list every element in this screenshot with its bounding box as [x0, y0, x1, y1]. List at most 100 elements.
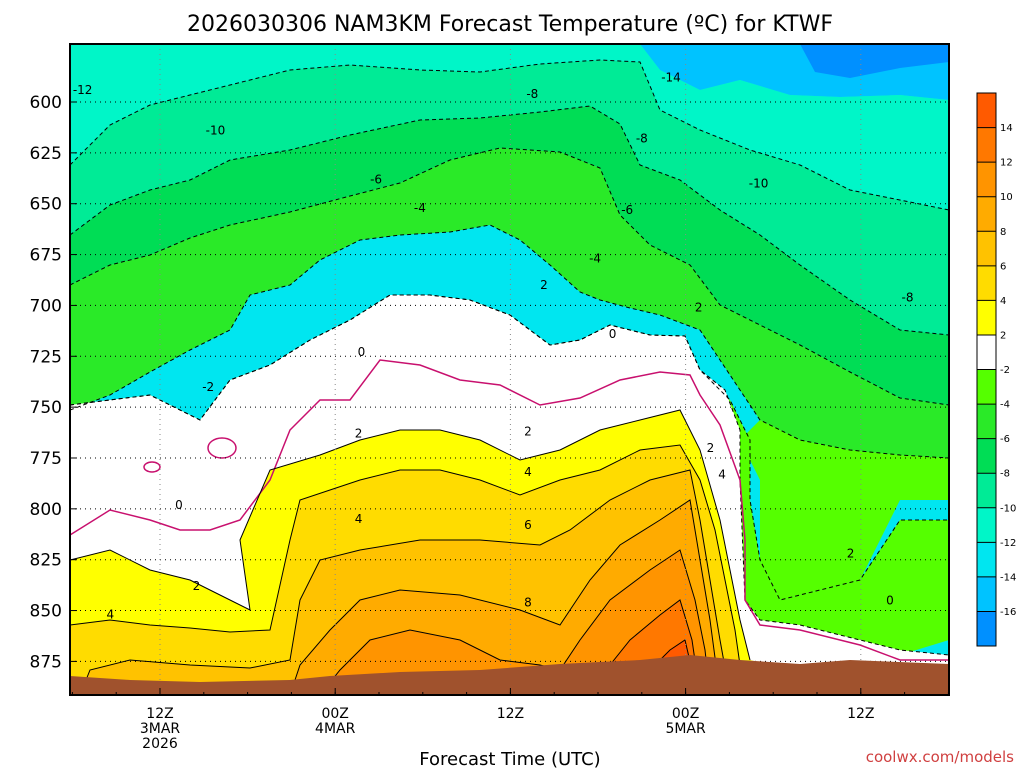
isotherm-plus4: [70, 444, 741, 666]
colorbar-tick-label: 10: [1000, 192, 1013, 203]
contour-label: 4: [718, 467, 726, 481]
contour-label: -6: [370, 172, 382, 186]
x-tick-label: 12Z: [497, 706, 524, 722]
colorbar-swatch: [977, 576, 996, 612]
contour-label: -8: [636, 132, 648, 146]
y-tick-label: 750: [30, 398, 62, 418]
colorbar-swatch: [977, 404, 996, 440]
colorbar-tick-label: -8: [1000, 469, 1010, 480]
contour-label: -10: [206, 123, 226, 137]
y-tick-label: 675: [30, 246, 62, 266]
colorbar-tick-label: -14: [1000, 572, 1016, 583]
contour-label: 2: [193, 579, 201, 593]
band-plus10: [320, 550, 710, 695]
band-minus8: [70, 106, 949, 405]
contour-label: -10: [749, 176, 769, 190]
contour-label: 0: [886, 593, 894, 607]
x-tick-label: 5MAR: [665, 721, 706, 737]
colorbar-tick-label: -2: [1000, 365, 1010, 376]
colorbar-swatch: [977, 127, 996, 163]
colorbar-swatch: [977, 473, 996, 509]
isotherm-zero: [70, 359, 949, 661]
colorbar-tick-label: 4: [1000, 296, 1006, 307]
colorbar-swatch: [977, 438, 996, 474]
isotherm-zero-cell: [143, 461, 161, 473]
x-tick-label: 2026: [142, 736, 178, 752]
colorbar-swatch: [977, 334, 996, 370]
contour-label: 4: [107, 608, 115, 622]
plot-frame: [69, 43, 950, 696]
colorbar-swatch: [977, 507, 996, 543]
colorbar-swatch: [977, 196, 996, 232]
contour-label: 2: [524, 425, 532, 439]
contour-label: 6: [524, 518, 532, 532]
colorbar-swatch: [977, 162, 996, 198]
contour-label: -8: [902, 290, 914, 304]
isotherm-minus10: [70, 105, 949, 336]
y-tick-label: 650: [30, 195, 62, 215]
colorbar-tick-label: -16: [1000, 607, 1016, 618]
contour-label: 0: [175, 498, 183, 512]
colorbar-tick-label: -10: [1000, 503, 1016, 514]
contour-label: 2: [847, 547, 855, 561]
isotherm-plus6: [79, 469, 731, 695]
colorbar-swatch: [977, 611, 996, 647]
contour-label: -4: [414, 201, 426, 215]
contour-label: 8: [524, 595, 532, 609]
x-axis-label: Forecast Time (UTC): [419, 749, 600, 768]
contour-label: 2: [355, 427, 363, 441]
contour-label: -14: [661, 71, 681, 85]
isotherm-minus12: [70, 59, 949, 211]
band-minus12: [70, 44, 949, 210]
x-tick-label: 3MAR: [140, 721, 181, 737]
band-coldest: [800, 44, 949, 78]
isotherm-minus6: [70, 224, 949, 459]
band-minus10: [70, 60, 949, 335]
y-tick-label: 775: [30, 449, 62, 469]
colorbar-tick-label: 6: [1000, 261, 1006, 272]
contour-label: -6: [621, 203, 633, 217]
colorbar-tick-label: 12: [1000, 158, 1013, 169]
y-tick-label: 800: [30, 500, 62, 520]
colorbar-swatch: [977, 369, 996, 405]
contour-label: 4: [355, 512, 363, 526]
contour-label: -12: [73, 83, 93, 97]
colorbar-tick-label: 14: [1000, 123, 1013, 134]
colorbar-tick-label: -6: [1000, 434, 1010, 445]
colorbar: 14 12 10 8 6 4 2 -2 -4 -6 -8 -10 -12 -14 -16: [976, 92, 1016, 647]
band-minus6: [70, 148, 949, 458]
isotherm-plus2: [70, 409, 751, 661]
x-tick-label: 4MAR: [315, 721, 356, 737]
chart-title: 2026030306 NAM3KM Forecast Temperature (…: [187, 12, 833, 37]
y-tick-label: 625: [30, 144, 62, 164]
contour-label: 2: [540, 278, 548, 292]
colorbar-tick-label: 8: [1000, 227, 1006, 238]
contour-label: 4: [524, 465, 532, 479]
contour-label: 0: [609, 327, 617, 341]
contour-label: -2: [202, 380, 214, 394]
freezing-isotherm: [70, 359, 949, 661]
colorbar-tick-label: -4: [1000, 400, 1010, 411]
x-tick-label: 00Z: [672, 706, 699, 722]
y-tick-label: 850: [30, 602, 62, 622]
colorbar-tick-label: -12: [1000, 538, 1016, 549]
colorbar-swatch: [977, 300, 996, 336]
contour-label: 2: [707, 441, 715, 455]
colorbar-tick-label: 2: [1000, 330, 1006, 341]
y-tick-label: 875: [30, 652, 62, 672]
y-tick-label: 600: [30, 93, 62, 113]
contour-label: 0: [358, 345, 366, 359]
y-tick-label: 825: [30, 551, 62, 571]
time-gridlines: [159, 44, 862, 695]
isotherm-plus8: [289, 499, 721, 695]
dashed-isotherms: [70, 59, 949, 656]
x-tick-label: 12Z: [847, 706, 874, 722]
isotherm-minus2: [70, 294, 949, 656]
x-tick-label: 12Z: [146, 706, 173, 722]
isotherm-minus8: [70, 147, 949, 406]
band-minus2: [740, 420, 949, 600]
